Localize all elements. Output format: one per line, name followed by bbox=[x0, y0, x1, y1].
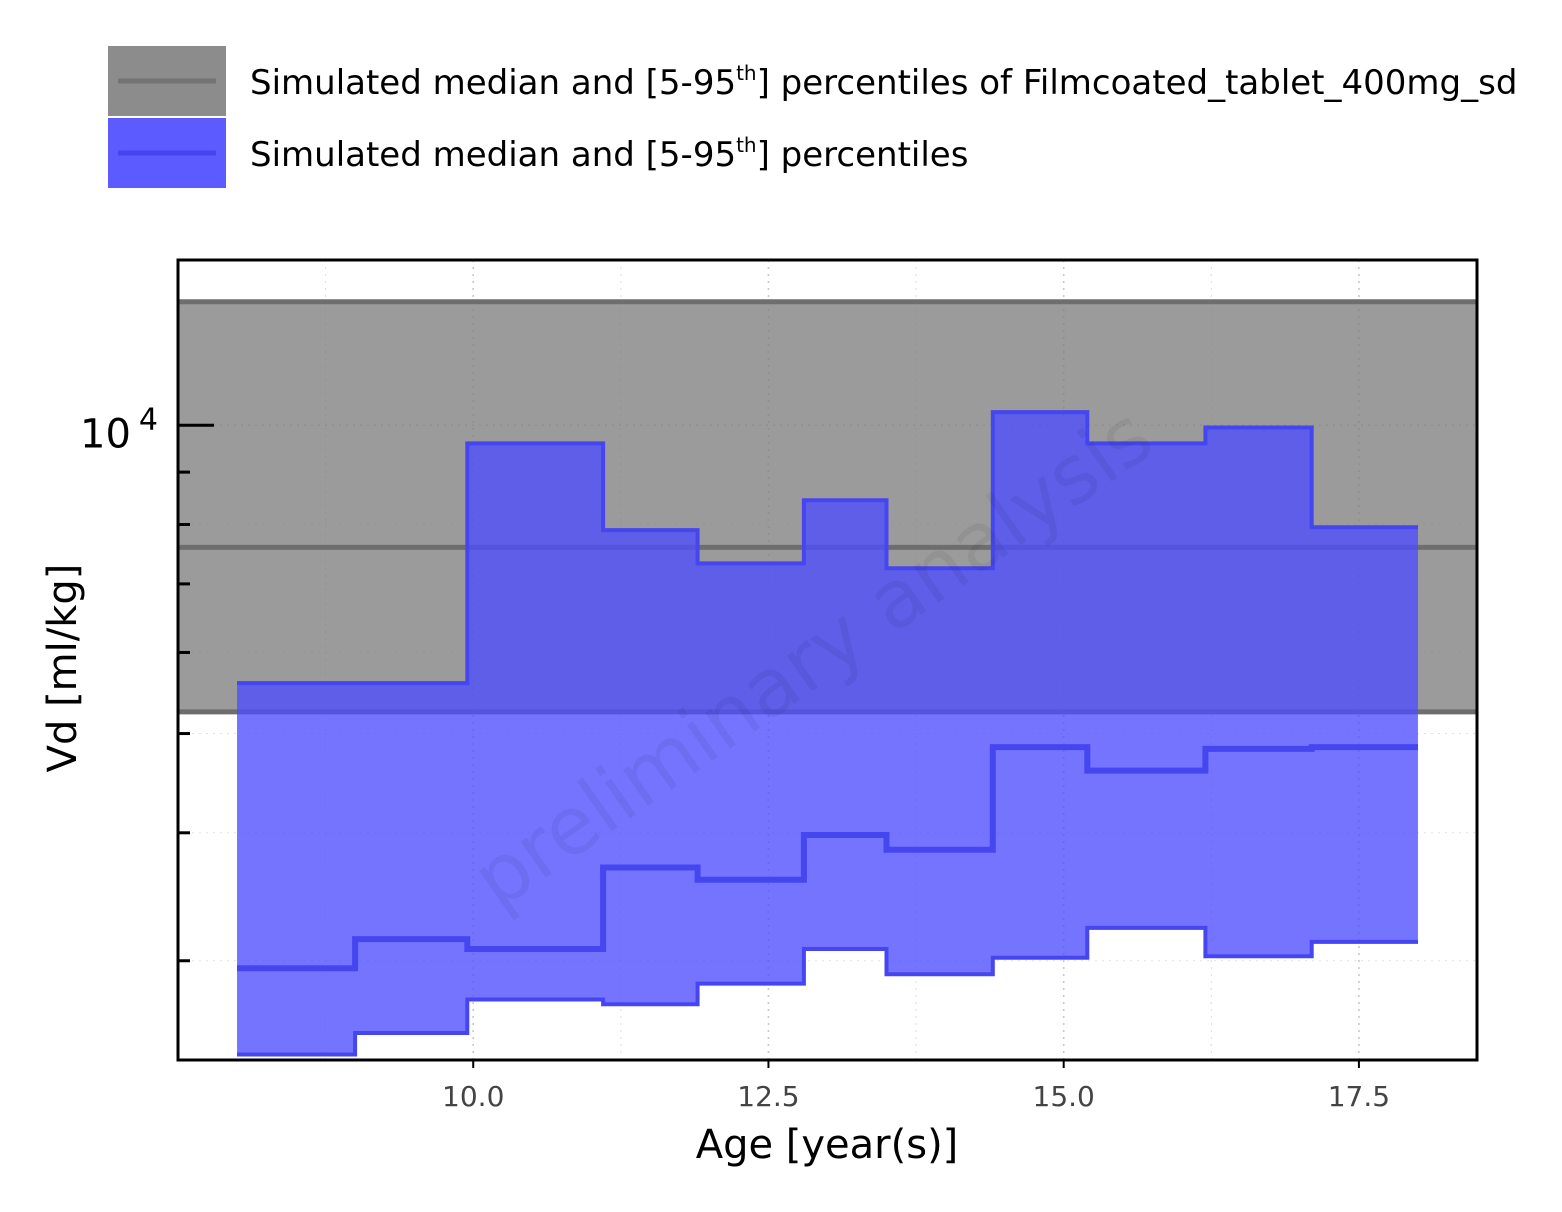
x-tick-label-1: 12.5 bbox=[737, 1080, 799, 1113]
y-tick-label-base: 10 bbox=[80, 411, 131, 457]
simulated-band bbox=[237, 412, 1418, 1055]
y-tick-label-exponent: 4 bbox=[139, 402, 158, 437]
panel-border bbox=[176, 258, 1479, 1062]
y-tick-label-0: 10 4 bbox=[80, 402, 158, 457]
legend-label-simulated: Simulated median and [5-95th] percentile… bbox=[250, 133, 968, 175]
legend-label-simulated-sup: th bbox=[736, 133, 757, 157]
simulated-p5-line bbox=[237, 925, 1418, 1057]
y-axis-title: Vd [ml/kg] bbox=[40, 564, 86, 773]
x-axis-title: Age [year(s)] bbox=[696, 1122, 959, 1168]
legend-label-reference-sup: th bbox=[736, 61, 757, 85]
legend-label-reference: Simulated median and [5-95th] percentile… bbox=[250, 61, 1517, 103]
x-tick-label-3: 17.5 bbox=[1328, 1080, 1390, 1113]
y-axis: 10 4 bbox=[80, 402, 214, 963]
simulated-p95-line bbox=[237, 410, 1418, 686]
legend-label-reference-post: ] percentiles of Filmcoated_tablet_400mg… bbox=[757, 63, 1518, 103]
legend-label-simulated-pre: Simulated median and [5-95 bbox=[250, 135, 736, 175]
simulated-median-line bbox=[237, 744, 1418, 972]
plot-area: preliminary analysis bbox=[176, 258, 1479, 1062]
legend-label-simulated-post: ] percentiles bbox=[757, 135, 969, 175]
simulated-band-group bbox=[237, 410, 1418, 1057]
x-tick-label-0: 10.0 bbox=[442, 1080, 504, 1113]
legend: Simulated median and [5-95th] percentile… bbox=[108, 46, 1517, 188]
legend-item-reference: Simulated median and [5-95th] percentile… bbox=[108, 46, 1517, 116]
legend-label-reference-pre: Simulated median and [5-95 bbox=[250, 63, 736, 103]
x-axis: 10.0 12.5 15.0 17.5 bbox=[442, 1060, 1390, 1113]
x-tick-label-2: 15.0 bbox=[1033, 1080, 1095, 1113]
legend-item-simulated: Simulated median and [5-95th] percentile… bbox=[108, 118, 968, 188]
